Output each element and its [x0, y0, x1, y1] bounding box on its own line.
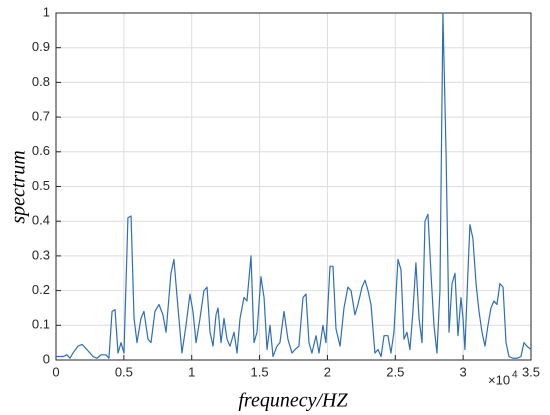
- x-tick-label: 3.5: [522, 364, 540, 379]
- y-tick-label: 0.4: [32, 213, 50, 228]
- y-tick-label: 0.2: [32, 282, 50, 297]
- y-tick-label: 0.5: [32, 178, 50, 193]
- x-tick-label: 1.5: [251, 364, 269, 379]
- x-exponent: 4: [512, 370, 518, 381]
- x-exponent-base: ×10: [488, 372, 510, 387]
- x-tick-label: 0: [52, 364, 59, 379]
- y-tick-label: 0.3: [32, 247, 50, 262]
- y-tick-label: 0.1: [32, 317, 50, 332]
- y-tick-label: 0.7: [32, 109, 50, 124]
- y-tick-label: 0: [43, 351, 50, 366]
- x-axis-label: frequnecy/HZ: [238, 390, 348, 412]
- x-tick-label: 3: [460, 364, 467, 379]
- x-tick-label: 2: [324, 364, 331, 379]
- y-axis-label: spectrum: [8, 150, 30, 223]
- x-tick-label: 2.5: [386, 364, 404, 379]
- y-tick-label: 1: [43, 4, 50, 19]
- y-tick-label: 0.9: [32, 39, 50, 54]
- y-tick-label: 0.6: [32, 143, 50, 158]
- y-tick-label: 0.8: [32, 74, 50, 89]
- plot-frame: [55, 12, 532, 361]
- x-tick-label: 0.5: [115, 364, 133, 379]
- x-tick-label: 1: [188, 364, 195, 379]
- spectrum-line: [56, 12, 532, 359]
